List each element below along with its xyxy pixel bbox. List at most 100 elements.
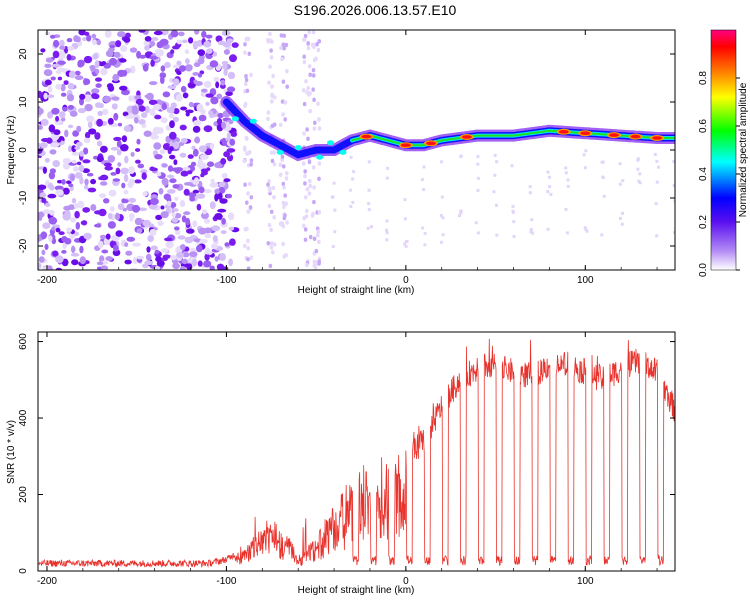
spectrogram-noise-cell	[212, 235, 218, 243]
spectrogram-noise-cell	[196, 244, 203, 253]
spectrogram-noise-cell	[190, 161, 197, 167]
spectrogram-noise-cell	[135, 148, 141, 152]
spectrogram-noise-cell	[203, 218, 211, 224]
spectrogram-noise-cell	[283, 213, 287, 218]
spectrogram-noise-cell	[74, 210, 80, 219]
spectrogram-noise-cell	[94, 60, 100, 69]
ridge-transition-spot	[294, 145, 302, 151]
spectrogram-noise-cell	[204, 227, 212, 234]
spectrogram-noise-cell	[311, 211, 315, 217]
spectrogram-noise-cell	[91, 88, 100, 94]
spectrogram-noise-cell	[84, 178, 89, 186]
spectrogram-noise-cell	[64, 210, 71, 218]
spectrogram-noise-cell	[268, 64, 272, 69]
spectrogram-noise-cell	[301, 88, 306, 93]
spectrogram-noise-cell	[104, 30, 112, 38]
spectrogram-noise-cell	[86, 34, 92, 42]
spectrogram-noise-cell	[147, 234, 154, 243]
spectrogram-noise-cell	[41, 249, 46, 256]
snr-x-tick-label: -100	[216, 576, 236, 587]
spectrogram-noise-cell	[214, 193, 219, 202]
spectrogram-noise-cell	[105, 233, 111, 240]
spectrogram-noise-cell	[42, 222, 51, 229]
spectrogram-noise-cell	[283, 193, 288, 198]
spectrogram-noise-cell	[59, 45, 66, 50]
spectrogram-noise-cell	[66, 93, 75, 102]
spectrogram-noise-cell	[186, 263, 193, 270]
spectrogram-noise-cell	[49, 168, 57, 174]
spectrogram-noise-cell	[170, 49, 175, 55]
ridge-hotspot-core	[558, 130, 569, 134]
ridge-hotspot-core	[580, 131, 591, 135]
spectrogram-tail-cell	[370, 225, 373, 229]
spectrogram-x-tick-label: -200	[37, 275, 57, 286]
spectrogram-noise-cell	[158, 188, 164, 195]
spectrogram-tail-cell	[495, 160, 499, 164]
spectrogram-noise-cell	[176, 70, 182, 76]
spectrogram-noise-cell	[229, 238, 236, 246]
spectrogram-tail-cell	[366, 226, 370, 230]
spectrogram-noise-cell	[47, 111, 54, 119]
spectrogram-noise-cell	[317, 239, 321, 245]
spectrogram-noise-cell	[94, 132, 101, 140]
spectrogram-noise-cell	[303, 169, 308, 174]
spectrogram-noise-cell	[47, 94, 55, 98]
spectrogram-noise-cell	[94, 210, 103, 215]
spectrogram-noise-cell	[169, 113, 175, 119]
spectrogram-noise-cell	[51, 133, 60, 141]
spectrogram-noise-cell	[246, 257, 250, 262]
spectrogram-noise-cell	[249, 162, 253, 167]
spectrogram-noise-cell	[182, 92, 189, 99]
spectrogram-noise-cell	[92, 53, 99, 60]
spectrogram-x-tick-label: -100	[216, 275, 236, 286]
spectrogram-noise-cell	[317, 39, 322, 44]
spectrogram-tail-cell	[511, 204, 515, 208]
spectrogram-noise-cell	[83, 31, 90, 36]
spectrogram-tail-cell	[385, 219, 389, 223]
spectrogram-noise-cell	[128, 213, 135, 220]
spectrogram-noise-cell	[166, 189, 176, 194]
spectrogram-noise-cell	[122, 70, 128, 76]
spectrogram-noise-cell	[129, 47, 138, 53]
spectrogram-noise-cell	[304, 79, 308, 84]
spectrogram-noise-cell	[193, 62, 201, 68]
spectrogram-tail-cell	[476, 155, 480, 159]
spectrogram-noise-cell	[152, 126, 162, 135]
spectrogram-noise-cell	[55, 255, 64, 264]
spectrogram-noise-cell	[154, 249, 160, 255]
ridge-hotspot-core	[461, 135, 472, 139]
spectrogram-noise-cell	[71, 259, 79, 266]
spectrogram-noise-cell	[44, 79, 52, 86]
spectrogram-noise-cell	[307, 191, 312, 196]
spectrogram-noise-cell	[142, 63, 149, 72]
spectrogram-noise-cell	[302, 37, 307, 42]
spectrogram-noise-cell	[62, 106, 68, 112]
spectrogram-noise-cell	[216, 118, 223, 125]
spectrogram-tail-cell	[459, 210, 463, 214]
spectrogram-tail-cell	[332, 181, 336, 185]
spectrogram-tail-cell	[657, 165, 660, 169]
spectrogram-noise-cell	[72, 130, 79, 137]
spectrogram-noise-cell	[180, 137, 188, 144]
spectrogram-noise-cell	[225, 121, 230, 130]
spectrogram-noise-cell	[108, 212, 113, 220]
spectrogram-noise-cell	[66, 38, 73, 43]
spectrogram-noise-cell	[269, 209, 274, 214]
spectrogram-noise-cell	[83, 232, 92, 240]
spectrogram-noise-cell	[302, 131, 306, 136]
spectrogram-noise-cell	[59, 39, 65, 48]
spectrogram-noise-cell	[156, 172, 162, 177]
spectrogram-noise-cell	[271, 250, 275, 255]
spectrogram-noise-cell	[266, 116, 270, 122]
spectrogram-noise-cell	[181, 258, 188, 265]
spectrogram-noise-cell	[172, 64, 180, 69]
spectrogram-noise-cell	[103, 238, 111, 246]
spectrogram-noise-cell	[160, 205, 165, 210]
spectrogram-noise-cell	[285, 220, 289, 225]
spectrogram-tail-cell	[566, 178, 570, 182]
spectrogram-x-tick-label: 0	[403, 275, 409, 286]
spectrogram-noise-cell	[82, 168, 90, 174]
spectrogram-noise-cell	[174, 213, 182, 219]
spectrogram-noise-cell	[70, 173, 75, 182]
snr-x-tick-label: 100	[577, 576, 594, 587]
